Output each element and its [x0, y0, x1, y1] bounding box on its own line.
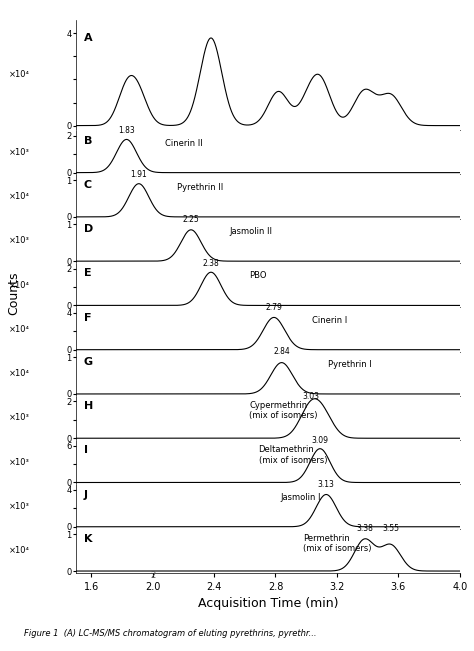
Text: Cinerin II: Cinerin II [165, 139, 203, 148]
Y-axis label: ×10⁴: ×10⁴ [9, 546, 30, 555]
Text: Cypermethrin
(mix of isomers): Cypermethrin (mix of isomers) [249, 401, 318, 421]
Y-axis label: ×10³: ×10³ [9, 148, 30, 157]
Text: A: A [83, 33, 92, 43]
Text: H: H [83, 401, 93, 411]
Y-axis label: ×10³: ×10³ [9, 502, 30, 511]
Text: J: J [83, 490, 88, 500]
Text: 2.79: 2.79 [265, 303, 283, 312]
Y-axis label: ×10⁴: ×10⁴ [9, 281, 30, 290]
Text: Permethrin
(mix of isomers): Permethrin (mix of isomers) [303, 534, 372, 553]
Y-axis label: ×10⁴: ×10⁴ [9, 70, 30, 79]
Text: 3.09: 3.09 [311, 436, 328, 445]
Y-axis label: ×10³: ×10³ [9, 413, 30, 422]
Text: Counts: Counts [8, 271, 21, 314]
Text: Jasmolin II: Jasmolin II [229, 227, 273, 236]
Text: 3.03: 3.03 [302, 392, 319, 400]
Text: B: B [83, 135, 92, 146]
Text: Pyrethrin I: Pyrethrin I [328, 360, 372, 369]
Text: D: D [83, 224, 93, 234]
Text: 1.83: 1.83 [118, 126, 135, 135]
Text: 2.84: 2.84 [273, 348, 290, 356]
Text: C: C [83, 180, 91, 190]
Text: Deltamethrin
(mix of isomers): Deltamethrin (mix of isomers) [259, 445, 327, 465]
Y-axis label: ×10⁴: ×10⁴ [9, 369, 30, 378]
Y-axis label: ×10³: ×10³ [9, 236, 30, 245]
Text: 2: 2 [150, 572, 155, 580]
Text: K: K [83, 534, 92, 544]
Y-axis label: ×10⁴: ×10⁴ [9, 192, 30, 201]
X-axis label: Acquisition Time (min): Acquisition Time (min) [198, 598, 338, 611]
Text: 2.38: 2.38 [202, 259, 219, 268]
Text: PBO: PBO [249, 271, 267, 281]
Text: F: F [83, 312, 91, 323]
Text: 3.55: 3.55 [382, 525, 399, 533]
Text: G: G [83, 357, 92, 367]
Y-axis label: ×10³: ×10³ [9, 458, 30, 467]
Text: 2.25: 2.25 [182, 215, 200, 223]
Text: Pyrethrin II: Pyrethrin II [177, 183, 223, 192]
Text: 3.13: 3.13 [318, 480, 335, 489]
Text: Figure 1  (A) LC-MS/MS chromatogram of eluting pyrethrins, pyrethr...: Figure 1 (A) LC-MS/MS chromatogram of el… [24, 629, 316, 638]
Text: 1.91: 1.91 [130, 171, 147, 179]
Y-axis label: ×10⁴: ×10⁴ [9, 325, 30, 334]
Text: E: E [83, 268, 91, 279]
Text: 3.38: 3.38 [356, 525, 373, 533]
Text: Cinerin I: Cinerin I [312, 316, 347, 325]
Text: Jasmolin I: Jasmolin I [280, 493, 320, 502]
Text: I: I [83, 445, 88, 456]
